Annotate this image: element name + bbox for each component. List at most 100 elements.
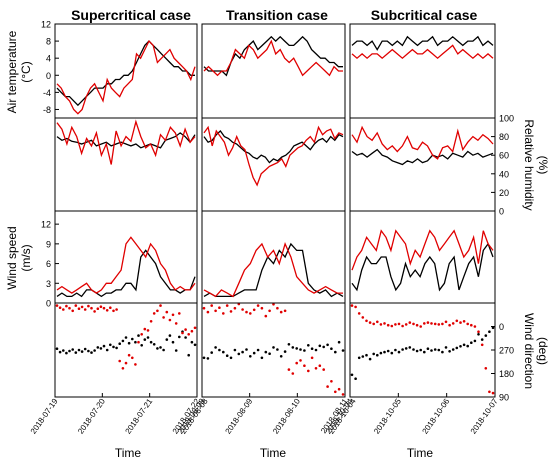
ylabel-air-temperature: Air temperature [5, 30, 19, 113]
wind-direction-point-red [210, 304, 213, 307]
wind-direction-point-black [115, 346, 118, 350]
wind-direction-point-red [137, 340, 140, 344]
y-tick-label: 0 [499, 207, 504, 217]
wind-direction-point-black [322, 345, 326, 349]
wind-direction-point-red [291, 372, 295, 375]
wind-direction-point-black [264, 350, 268, 354]
wind-direction-point-red [222, 312, 225, 315]
wind-direction-point-black [279, 355, 283, 358]
x-tick-label: 2018-08-10 [271, 397, 302, 436]
wind-direction-point-red [245, 310, 248, 314]
column-title-subcritical: Subcritical case [371, 7, 478, 23]
wind-direction-point-black [225, 354, 229, 358]
wind-direction-point-black [437, 348, 441, 352]
wind-direction-point-black [121, 339, 125, 343]
wind-direction-point-red [260, 306, 264, 310]
wind-direction-point-red [401, 324, 404, 328]
wind-direction-point-red [241, 308, 244, 311]
wind-direction-point-black [462, 343, 466, 347]
wind-direction-point-red [181, 331, 184, 335]
wind-direction-point-red [159, 304, 162, 307]
wind-direction-point-red [383, 322, 386, 325]
wind-direction-point-black [401, 348, 404, 351]
wind-direction-point-red [283, 309, 287, 313]
wind-direction-point-black [127, 341, 131, 345]
wind-direction-point-red [394, 323, 397, 326]
xlabel-supercritical: Time [115, 446, 142, 460]
wind-direction-point-black [291, 346, 295, 349]
wind-direction-point-red [279, 310, 283, 314]
wind-direction-point-black [314, 348, 318, 352]
wind-direction-point-black [68, 349, 71, 353]
air_temperature-line-black [203, 35, 343, 77]
wind-direction-point-black [276, 348, 279, 351]
wind-direction-point-red [430, 322, 433, 325]
x-tick-label: 2018-07-19 [29, 397, 60, 436]
wind-direction-point-red [165, 310, 169, 314]
wind-direction-point-black [218, 348, 221, 352]
wind-direction-point-black [159, 346, 162, 349]
wind-direction-point-black [334, 350, 337, 354]
wind-direction-point-red [83, 308, 87, 311]
wind-direction-point-red [229, 310, 233, 313]
relative_humidity-line-red [203, 125, 344, 187]
y-tick-label: 4 [46, 54, 51, 64]
wind-direction-point-black [299, 348, 302, 351]
y-tick-label: 60 [499, 151, 509, 161]
wind-direction-point-black [65, 351, 68, 355]
wind-direction-point-red [58, 306, 62, 310]
wind-direction-point-red [361, 316, 365, 319]
wind-direction-point-red [268, 309, 271, 313]
x-tick-label: 2018-07-21 [123, 397, 154, 436]
wind-direction-point-black [295, 347, 299, 350]
wind-direction-point-black [268, 352, 271, 356]
wind-direction-point-red [187, 333, 190, 336]
wind-direction-point-red [190, 329, 194, 333]
wind-direction-point-black [233, 348, 237, 352]
wind-direction-point-red [168, 318, 172, 322]
wind_speed-line-black [203, 242, 344, 298]
wind-direction-point-black [361, 355, 365, 358]
wind-direction-point-red [71, 309, 74, 313]
x-tick-label: 2018-10-07 [469, 397, 500, 436]
wind-direction-point-red [162, 316, 165, 319]
wind-direction-point-black [357, 356, 361, 360]
wind-direction-point-black [477, 333, 480, 336]
wind-direction-point-red [65, 304, 68, 308]
panel-frame [54, 117, 198, 212]
relative_humidity-line-black [351, 148, 494, 166]
wind-direction-point-red [350, 304, 354, 307]
air_temperature-line-red [351, 44, 494, 60]
wind-direction-point-black [383, 350, 386, 354]
wind-direction-point-black [466, 344, 470, 348]
wind-direction-point-black [473, 339, 477, 343]
wind-direction-point-black [354, 377, 357, 381]
wind-direction-point-red [146, 329, 150, 332]
wind-direction-point-black [459, 345, 462, 348]
wind-direction-point-red [412, 322, 415, 326]
y-tick-label: 12 [41, 220, 51, 230]
air_temperature-line-black [56, 40, 195, 107]
panel-frame [349, 23, 496, 119]
wind-direction-point-black [214, 346, 217, 349]
wind-direction-point-red [299, 359, 302, 362]
wind-direction-point-red [121, 367, 125, 370]
panel-frame [349, 302, 496, 398]
wind-direction-point-red [143, 327, 147, 331]
wind-direction-point-red [357, 312, 361, 315]
wind-direction-point-red [74, 304, 78, 307]
wind-direction-point-red [310, 356, 314, 360]
wind-direction-point-red [415, 323, 419, 327]
wind-direction-point-black [102, 344, 106, 348]
wind-direction-point-red [77, 307, 81, 311]
y-tick-label: 90 [499, 393, 509, 403]
wind-direction-point-red [314, 367, 318, 370]
xlabel-transition: Time [260, 446, 287, 460]
wind-direction-point-red [105, 309, 109, 312]
wind-direction-point-red [178, 312, 181, 315]
wind-direction-point-red [354, 305, 357, 309]
y-tick-label: 6 [46, 259, 51, 269]
wind-direction-point-red [87, 304, 90, 308]
wind-direction-point-black [341, 349, 345, 352]
